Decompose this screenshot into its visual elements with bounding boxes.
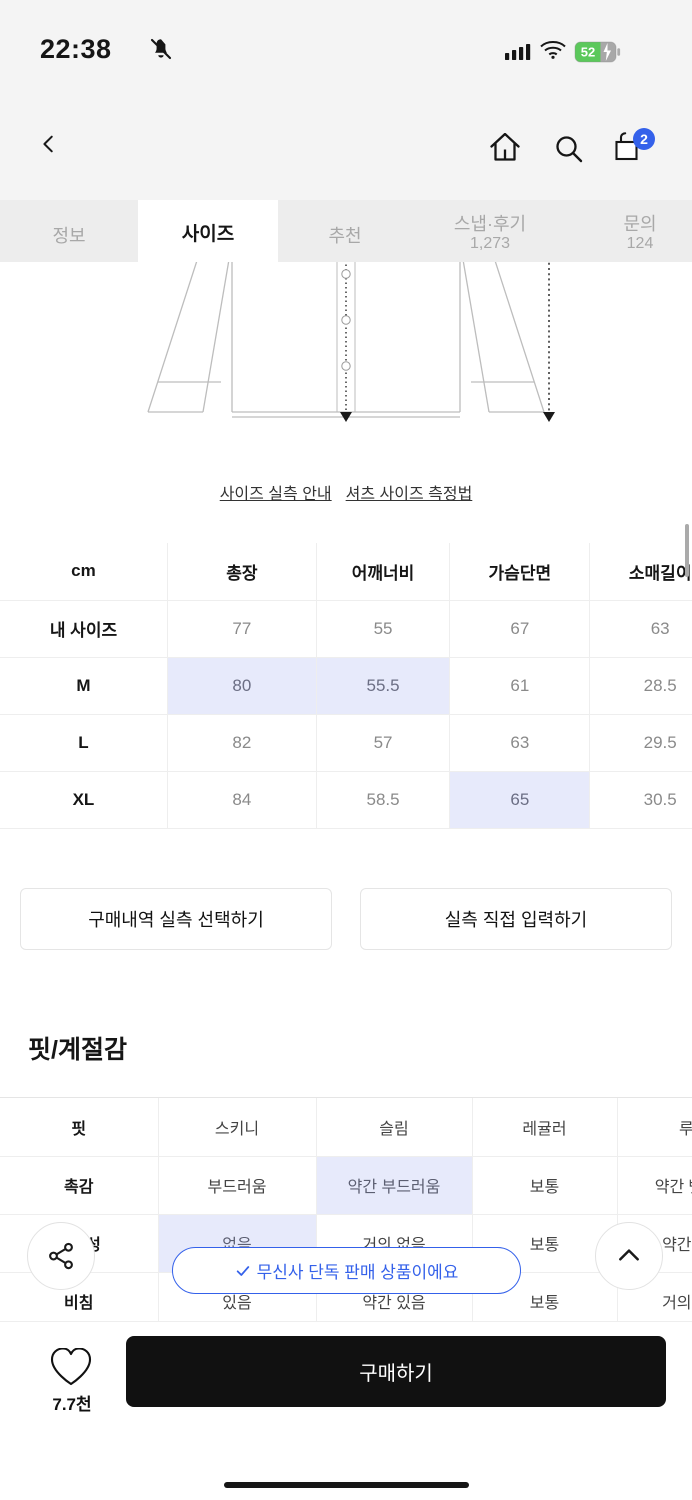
svg-text:52: 52 [581, 45, 595, 60]
